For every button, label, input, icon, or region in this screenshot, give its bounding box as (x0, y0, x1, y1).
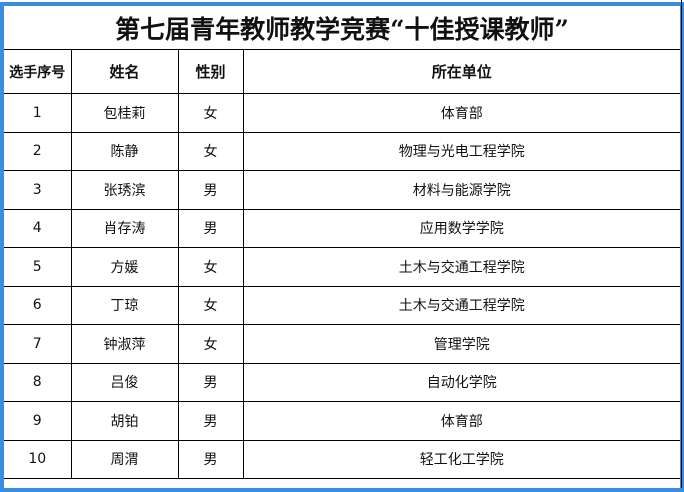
cell-gender: 男 (177, 439, 244, 479)
header-unit: 所在单位 (242, 49, 680, 94)
cell-gender: 女 (177, 131, 244, 171)
cell-unit: 体育部 (242, 401, 680, 441)
page-title: 第七届青年教师教学竞赛“十佳授课教师” (4, 6, 680, 50)
cell-unit: 物理与光电工程学院 (242, 131, 680, 171)
table-row: 1 包桂莉女体育部 (4, 93, 680, 133)
cell-unit: 管理学院 (242, 324, 680, 364)
cell-number: 6 (4, 285, 72, 325)
header-gender: 性别 (177, 49, 244, 94)
table-row: 2 陈静女物理与光电工程学院 (4, 131, 680, 171)
cell-name: 吕俊 (70, 362, 179, 402)
cell-number: 3 (4, 170, 72, 210)
header-name: 姓名 (70, 49, 179, 94)
table-row: 9 胡铂男体育部 (4, 401, 680, 441)
cell-number: 9 (4, 401, 72, 441)
cell-gender: 男 (177, 170, 244, 210)
cell-number: 2 (4, 131, 72, 171)
cell-name: 陈静 (70, 131, 179, 171)
cell-name: 方媛 (70, 247, 179, 287)
table-row: 4 肖存涛男应用数学学院 (4, 208, 680, 248)
cell-unit: 应用数学学院 (242, 208, 680, 248)
cell-unit: 自动化学院 (242, 362, 680, 402)
cell-name: 肖存涛 (70, 208, 179, 248)
cell-unit: 土木与交通工程学院 (242, 247, 680, 287)
cell-name: 钟淑萍 (70, 324, 179, 364)
table-row: 10 周渭男轻工化工学院 (4, 439, 680, 479)
cell-number: 4 (4, 208, 72, 248)
table-row: 7 钟淑萍女管理学院 (4, 324, 680, 364)
cell-unit: 轻工化工学院 (242, 439, 680, 479)
cell-gender: 女 (177, 93, 244, 133)
cell-number: 10 (4, 439, 72, 479)
cell-gender: 男 (177, 208, 244, 248)
cell-gender: 男 (177, 362, 244, 402)
cell-gender: 女 (177, 285, 244, 325)
cell-unit: 土木与交通工程学院 (242, 285, 680, 325)
header-row: 选手序号 姓名 性别 所在单位 (4, 49, 680, 94)
cell-number: 8 (4, 362, 72, 402)
table-row: 6 丁琼女土木与交通工程学院 (4, 285, 680, 325)
cell-gender: 女 (177, 324, 244, 364)
cell-gender: 女 (177, 247, 244, 287)
table-row: 3 张琇滨男材料与能源学院 (4, 170, 680, 210)
cell-gender: 男 (177, 401, 244, 441)
cell-unit: 材料与能源学院 (242, 170, 680, 210)
cell-unit: 体育部 (242, 93, 680, 133)
cell-name: 张琇滨 (70, 170, 179, 210)
column-divider (681, 0, 682, 488)
header-number: 选手序号 (4, 49, 72, 94)
table-row: 8 吕俊男自动化学院 (4, 362, 680, 402)
cell-number: 7 (4, 324, 72, 364)
cell-name: 周渭 (70, 439, 179, 479)
cell-name: 胡铂 (70, 401, 179, 441)
table-row: 5 方媛女土木与交通工程学院 (4, 247, 680, 287)
cell-name: 丁琼 (70, 285, 179, 325)
award-table: 第七届青年教师教学竞赛“十佳授课教师” 选手序号 姓名 性别 所在单位 1 包桂莉… (4, 6, 680, 479)
cell-number: 5 (4, 247, 72, 287)
cell-name: 包桂莉 (70, 93, 179, 133)
cell-number: 1 (4, 93, 72, 133)
